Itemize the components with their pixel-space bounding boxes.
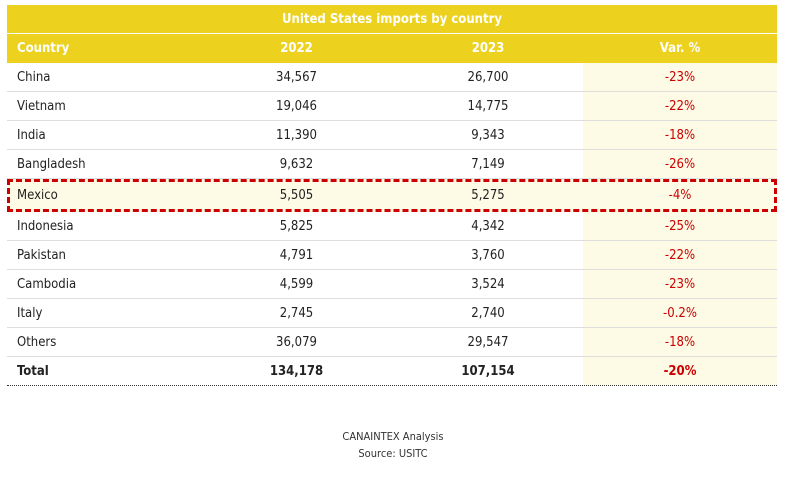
cell-2023: 2,740 — [471, 305, 505, 321]
table-row: Vietnam 19,046 14,775 -22% — [7, 92, 777, 121]
footer-source: Source: USITC — [358, 447, 428, 460]
table-row: India 11,390 9,343 -18% — [7, 121, 777, 150]
table-row: Mexico 5,505 5,275 -4% — [7, 179, 777, 212]
cell-2022: 11,390 — [276, 127, 317, 143]
table-row: Italy 2,745 2,740 -0.2% — [7, 299, 777, 328]
cell-var: -22% — [583, 92, 777, 120]
cell-country: India — [17, 127, 46, 143]
cell-2022: 19,046 — [276, 98, 317, 114]
header-2023: 2023 — [471, 41, 505, 56]
header-row: Country 2022 2023 Var. % — [7, 34, 777, 63]
table-row: China 34,567 26,700 -23% — [7, 63, 777, 92]
cell-2023: 4,342 — [471, 218, 505, 234]
cell-country: China — [17, 69, 51, 85]
cell-2023: 9,343 — [471, 127, 505, 143]
cell-2022: 4,599 — [279, 276, 314, 292]
cell-2022: 2,745 — [279, 305, 314, 321]
cell-2023: 29,547 — [467, 334, 509, 350]
cell-2022: 36,079 — [276, 334, 317, 350]
table-row: Bangladesh 9,632 7,149 -26% — [7, 150, 777, 179]
total-var: -20% — [583, 357, 777, 385]
cell-2022: 5,825 — [279, 218, 314, 234]
cell-2022: 5,505 — [279, 188, 314, 203]
cell-country: Others — [17, 334, 57, 350]
cell-var: -4% — [583, 179, 777, 212]
footer-analysis: CANAINTEX Analysis — [342, 430, 444, 443]
cell-country: Indonesia — [17, 218, 74, 234]
header-2022: 2022 — [280, 41, 313, 56]
cell-2022: 34,567 — [276, 69, 317, 85]
cell-country: Italy — [17, 305, 43, 321]
total-2022: 134,178 — [269, 363, 324, 379]
cell-country: Bangladesh — [17, 156, 86, 172]
cell-var: -22% — [583, 241, 777, 269]
cell-2023: 7,149 — [471, 156, 505, 172]
cell-2022: 4,791 — [279, 247, 314, 263]
cell-country: Cambodia — [17, 276, 77, 292]
cell-2022: 9,632 — [279, 156, 314, 172]
header-var: Var. % — [659, 41, 701, 56]
cell-var: -25% — [583, 212, 777, 240]
cell-var: -23% — [583, 63, 777, 91]
cell-country: Pakistan — [17, 247, 66, 263]
header-country: Country — [17, 41, 70, 56]
cell-country: Mexico — [17, 188, 58, 203]
total-2023: 107,154 — [461, 363, 515, 379]
table-title: United States imports by country — [7, 5, 777, 34]
total-label: Total — [17, 363, 49, 379]
table-row: Others 36,079 29,547 -18% — [7, 328, 777, 357]
cell-var: -23% — [583, 270, 777, 298]
cell-2023: 26,700 — [467, 69, 509, 85]
table-row: Cambodia 4,599 3,524 -23% — [7, 270, 777, 299]
cell-var: -18% — [583, 121, 777, 149]
cell-2023: 3,524 — [471, 276, 505, 292]
cell-2023: 14,775 — [467, 98, 509, 114]
cell-2023: 3,760 — [471, 247, 505, 263]
table-row: Indonesia 5,825 4,342 -25% — [7, 212, 777, 241]
imports-table: United States imports by country Country… — [7, 5, 777, 386]
table-row: Pakistan 4,791 3,760 -22% — [7, 241, 777, 270]
cell-var: -0.2% — [583, 299, 777, 327]
cell-var: -26% — [583, 150, 777, 178]
cell-country: Vietnam — [17, 98, 66, 114]
total-row: Total 134,178 107,154 -20% — [7, 357, 777, 386]
cell-var: -18% — [583, 328, 777, 356]
cell-2023: 5,275 — [471, 188, 505, 203]
